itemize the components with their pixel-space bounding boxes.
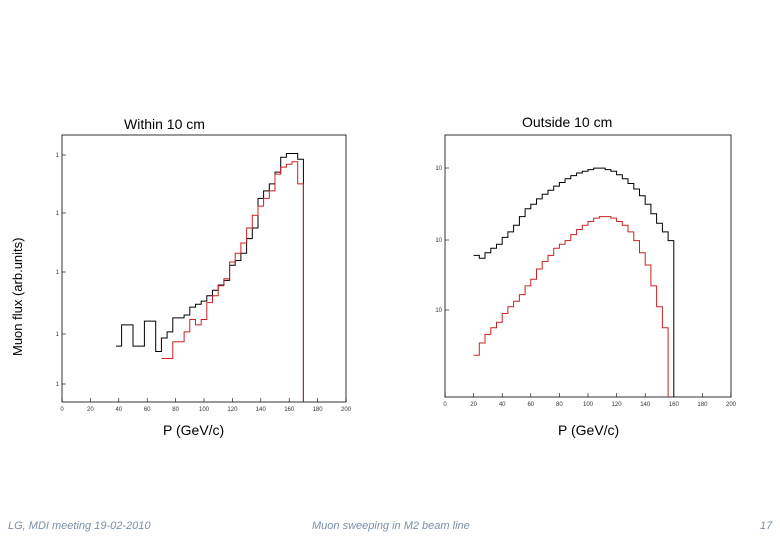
x-tick-label: 160 <box>284 407 295 413</box>
x-tick-label: 140 <box>640 402 651 408</box>
y-tick-label: 10 <box>435 308 442 314</box>
histogram-red-series <box>473 216 669 397</box>
y-tick-label: 1 <box>56 332 60 338</box>
y-tick-label: 1 <box>56 382 60 388</box>
x-tick-label: 100 <box>583 402 594 408</box>
x-tick-label: 120 <box>227 407 238 413</box>
x-tick-label: 80 <box>556 402 563 408</box>
chart-outside-10cm: 0 20 40 60 80 100 120 140 160 180 200 10 10 10 <box>435 134 737 408</box>
x-axis-label-right: P (GeV/c) <box>558 422 620 438</box>
x-tick-label: 60 <box>144 407 151 413</box>
page-number: 17 <box>760 520 773 532</box>
chart-title-right: Outside 10 cm <box>522 114 613 130</box>
x-tick-label: 200 <box>341 407 352 413</box>
footer-topic: Muon sweeping in M2 beam line <box>312 520 470 532</box>
x-axis-label-left: P (GeV/c) <box>163 422 225 438</box>
x-tick-label: 80 <box>172 407 179 413</box>
x-tick-label: 180 <box>313 407 324 413</box>
plot-frame <box>444 134 732 398</box>
x-tick-label: 100 <box>199 407 210 413</box>
y-tick-label: 1 <box>56 153 60 159</box>
x-tick-label: 0 <box>443 402 447 408</box>
x-tick-label: 40 <box>115 407 122 413</box>
x-tick-label: 0 <box>60 407 64 413</box>
x-tick-label: 140 <box>256 407 267 413</box>
y-axis-label: Muon flux (arb.units) <box>10 237 25 357</box>
y-tick-label: 10 <box>435 166 442 172</box>
histogram-red-series <box>161 161 304 402</box>
x-tick-label: 40 <box>499 402 506 408</box>
x-tick-label: 20 <box>470 402 477 408</box>
x-tick-label: 60 <box>527 402 534 408</box>
x-tick-label: 120 <box>612 402 623 408</box>
x-tick-label: 20 <box>87 407 94 413</box>
chart-within-10cm: 0 20 40 60 80 100 120 140 160 180 200 1 1 1 1 1 <box>56 134 352 413</box>
histogram-black-series <box>473 167 675 397</box>
histogram-black-series <box>116 153 304 402</box>
x-tick-label: 180 <box>697 402 708 408</box>
footer-meeting: LG, MDI meeting 19-02-2010 <box>8 520 151 532</box>
x-tick-label: 200 <box>726 402 737 408</box>
y-tick-label: 10 <box>435 238 442 244</box>
chart-title-left: Within 10 cm <box>124 116 205 132</box>
y-tick-label: 1 <box>56 211 60 217</box>
x-tick-label: 160 <box>669 402 680 408</box>
y-tick-label: 1 <box>56 270 60 276</box>
